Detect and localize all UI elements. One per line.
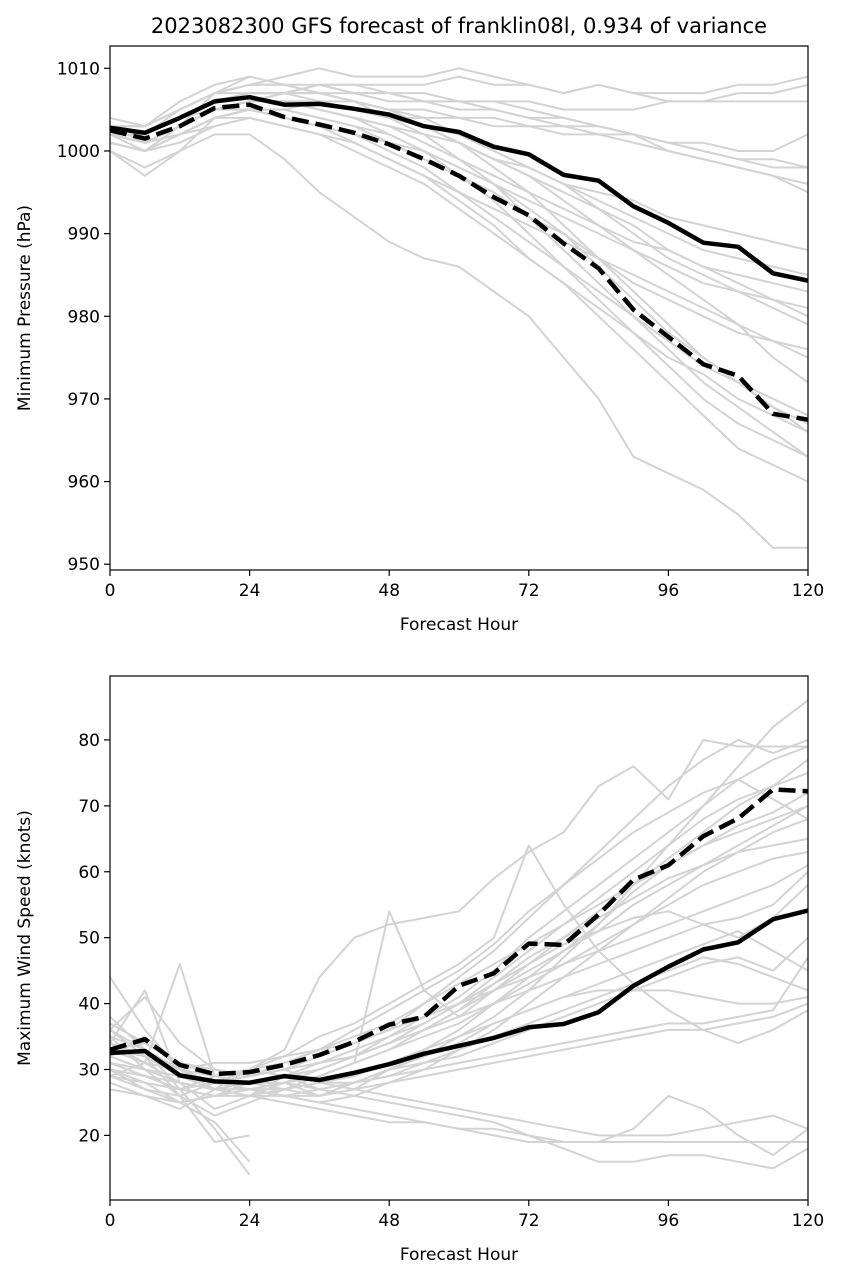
pressure-xtick-label-3: 72	[518, 581, 540, 601]
wind-short-member-line-2	[110, 1068, 251, 1163]
pressure-member-line-10	[110, 133, 808, 549]
wind-ytick-label-2: 40	[78, 995, 100, 1015]
wind-plot-area	[110, 699, 808, 1176]
wind-member-line-20	[110, 956, 808, 1091]
pressure-ytick-label-2: 970	[68, 390, 100, 410]
pressure-short-member-line-1	[110, 116, 250, 152]
wind-member-line-18	[110, 930, 808, 1097]
pressure-ytick-label-0: 950	[68, 555, 100, 575]
wind-panel: 0 24 48 72 96 120 20 30 40 50 60 70 80 Forecast Hour M…	[15, 675, 824, 1265]
wind-member-line-19	[110, 851, 808, 1091]
wind-solid-line	[110, 908, 808, 1085]
pressure-ytick-label-3: 980	[68, 307, 100, 327]
wind-xlabel: Forecast Hour	[400, 1245, 518, 1265]
wind-xtick-label-5: 120	[792, 1211, 824, 1231]
pressure-member-line-20	[110, 116, 808, 433]
pressure-dashed-line	[110, 102, 808, 422]
wind-short-member-line-1	[110, 1029, 250, 1143]
pressure-member-line-23	[110, 108, 808, 359]
pressure-xtick-label-5: 120	[792, 581, 824, 601]
wind-ytick-label-3: 50	[78, 929, 100, 949]
wind-ytick-label-4: 60	[78, 863, 100, 883]
wind-xtick-label-3: 72	[518, 1211, 540, 1231]
pressure-axes-frame	[109, 45, 809, 571]
wind-xtick-label-1: 24	[239, 1211, 261, 1231]
pressure-xtick-label-2: 48	[378, 581, 400, 601]
wind-ytick-label-6: 80	[78, 731, 100, 751]
wind-ytick-label-0: 20	[78, 1126, 100, 1146]
pressure-plot-area	[110, 67, 808, 549]
pressure-xlabel: Forecast Hour	[400, 615, 518, 635]
pressure-ytick-label-4: 990	[68, 225, 100, 245]
pressure-ytick-label-1: 960	[68, 473, 100, 493]
wind-member-line-25	[110, 864, 808, 1071]
wind-xtick-label-4: 96	[658, 1211, 680, 1231]
pressure-xtick-label-0: 0	[105, 581, 116, 601]
pressure-member-line-21	[110, 67, 808, 128]
wind-ytick-label-5: 70	[78, 797, 100, 817]
wind-member-line-26	[110, 1002, 808, 1097]
pressure-ylabel: Minimum Pressure (hPa)	[15, 205, 35, 411]
pressure-solid-line	[110, 94, 808, 283]
wind-xtick-label-2: 48	[378, 1211, 400, 1231]
wind-member-line-23	[110, 956, 808, 1097]
wind-ylabel: Maximum Wind Speed (knots)	[15, 810, 35, 1066]
wind-ytick-label-1: 30	[78, 1060, 100, 1080]
pressure-panel: 0 24 48 72 96 120 950 960 970 980 990 1000 1010 Forec…	[15, 45, 824, 635]
pressure-ytick-label-6: 1010	[57, 59, 100, 79]
wind-member-line-21	[110, 936, 808, 1097]
wind-xtick-label-0: 0	[105, 1211, 116, 1231]
chart-title: 2023082300 GFS forecast of franklin08l, …	[151, 14, 767, 38]
wind-short-member-line-0	[110, 1016, 251, 1176]
pressure-xtick-label-4: 96	[658, 581, 680, 601]
wind-dashed-line	[110, 787, 808, 1077]
pressure-ytick-label-5: 1000	[57, 142, 100, 162]
pressure-xtick-label-1: 24	[239, 581, 261, 601]
